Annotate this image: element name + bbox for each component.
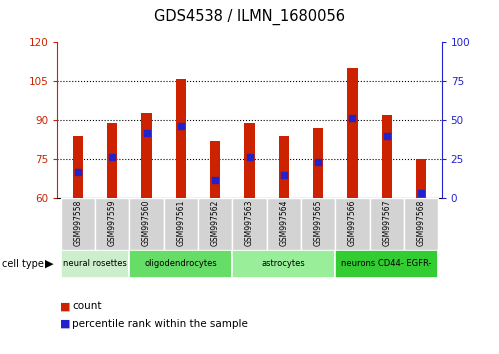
Text: count: count bbox=[72, 301, 102, 311]
Text: GSM997558: GSM997558 bbox=[73, 200, 82, 246]
FancyBboxPatch shape bbox=[233, 198, 266, 250]
FancyBboxPatch shape bbox=[198, 198, 233, 250]
Text: GDS4538 / ILMN_1680056: GDS4538 / ILMN_1680056 bbox=[154, 9, 345, 25]
Text: GSM997559: GSM997559 bbox=[108, 200, 117, 246]
Bar bbox=[176, 79, 186, 198]
Point bbox=[74, 170, 82, 175]
FancyBboxPatch shape bbox=[335, 250, 438, 278]
Text: GSM997566: GSM997566 bbox=[348, 200, 357, 246]
Point bbox=[383, 133, 391, 139]
Text: oligodendrocytes: oligodendrocytes bbox=[145, 259, 217, 268]
FancyBboxPatch shape bbox=[233, 250, 335, 278]
Text: GSM997568: GSM997568 bbox=[417, 200, 426, 246]
Bar bbox=[210, 141, 221, 198]
Bar bbox=[73, 136, 83, 198]
Bar bbox=[347, 68, 358, 198]
Text: GSM997564: GSM997564 bbox=[279, 200, 288, 246]
FancyBboxPatch shape bbox=[129, 198, 164, 250]
FancyBboxPatch shape bbox=[370, 198, 404, 250]
Text: ■: ■ bbox=[60, 301, 70, 311]
Point bbox=[246, 154, 253, 160]
Point bbox=[348, 115, 356, 121]
FancyBboxPatch shape bbox=[301, 198, 335, 250]
FancyBboxPatch shape bbox=[404, 198, 438, 250]
Text: ▶: ▶ bbox=[44, 259, 53, 269]
FancyBboxPatch shape bbox=[266, 198, 301, 250]
Text: percentile rank within the sample: percentile rank within the sample bbox=[72, 319, 248, 329]
Bar bbox=[313, 128, 323, 198]
Point bbox=[417, 190, 425, 196]
FancyBboxPatch shape bbox=[164, 198, 198, 250]
Text: neurons CD44- EGFR-: neurons CD44- EGFR- bbox=[341, 259, 432, 268]
Point bbox=[108, 154, 116, 160]
Text: GSM997561: GSM997561 bbox=[176, 200, 186, 246]
Point bbox=[280, 172, 288, 178]
Text: GSM997563: GSM997563 bbox=[245, 200, 254, 246]
Bar bbox=[107, 123, 117, 198]
Text: astrocytes: astrocytes bbox=[262, 259, 306, 268]
FancyBboxPatch shape bbox=[335, 198, 370, 250]
Bar bbox=[245, 123, 254, 198]
Text: GSM997565: GSM997565 bbox=[313, 200, 323, 246]
FancyBboxPatch shape bbox=[61, 250, 129, 278]
Text: cell type: cell type bbox=[2, 259, 44, 269]
Bar bbox=[416, 159, 426, 198]
Bar bbox=[278, 136, 289, 198]
FancyBboxPatch shape bbox=[61, 198, 95, 250]
Text: GSM997562: GSM997562 bbox=[211, 200, 220, 246]
Bar bbox=[382, 115, 392, 198]
Text: ■: ■ bbox=[60, 319, 70, 329]
Point bbox=[211, 177, 219, 183]
Bar bbox=[141, 113, 152, 198]
Text: GSM997567: GSM997567 bbox=[382, 200, 391, 246]
Text: neural rosettes: neural rosettes bbox=[63, 259, 127, 268]
Point bbox=[314, 159, 322, 165]
Point bbox=[177, 123, 185, 129]
FancyBboxPatch shape bbox=[95, 198, 129, 250]
FancyBboxPatch shape bbox=[129, 250, 233, 278]
Text: GSM997560: GSM997560 bbox=[142, 200, 151, 246]
Point bbox=[143, 131, 151, 136]
